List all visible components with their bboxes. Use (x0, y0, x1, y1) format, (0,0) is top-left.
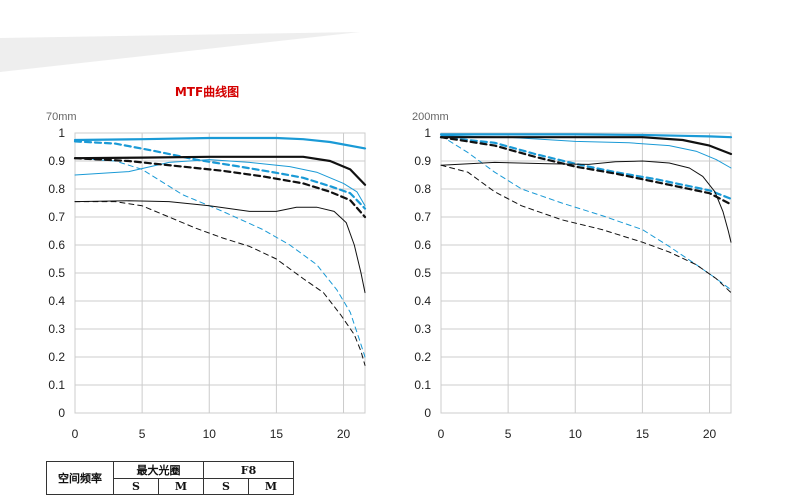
mtf-curve-black-thick-dashed (439, 136, 733, 206)
y-tick-label: 0.2 (48, 350, 65, 364)
y-tick-label: 0.9 (414, 154, 431, 168)
x-tick-label: 10 (569, 427, 583, 441)
mtf-curve-black-thin-solid (440, 160, 732, 243)
y-tick-label: 0.5 (48, 266, 65, 280)
y-tick-label: 0.4 (414, 294, 431, 308)
x-tick-label: 0 (438, 427, 445, 441)
y-tick-label: 1 (424, 126, 431, 140)
mtf-curve-black-thin-dashed (74, 201, 366, 366)
mtf-curve-black-thick-solid (439, 136, 733, 156)
chart-1-focal-label: 70mm (46, 111, 77, 123)
y-tick-label: 0.4 (48, 294, 65, 308)
mtf-curve-blue-thin-dashed (74, 157, 366, 358)
mtf-curve-blue-thick-dashed (439, 136, 733, 200)
mtf-section-title: MTF曲线图 (174, 85, 240, 99)
mtf-curve-black-thin-solid (74, 200, 366, 294)
x-tick-label: 0 (72, 427, 79, 441)
mtf-curve-blue-thick-solid (439, 133, 733, 139)
x-tick-label: 10 (203, 427, 217, 441)
chart-2-focal-label: 200mm (412, 111, 449, 123)
chart-70mm: 00.10.20.30.40.50.60.70.80.910 5 10 15 20 (48, 126, 367, 441)
mtf-curve-black-thick-solid (73, 155, 367, 186)
y-tick-label: 0 (424, 406, 431, 420)
x-tick-label: 5 (139, 427, 146, 441)
spatial-frequency-header: 空间频率 (46, 461, 114, 495)
y-tick-label: 0.9 (48, 154, 65, 168)
spatial-frequency-table: 空间频率 最大光圈 F8 S M S M (46, 461, 294, 495)
y-tick-label: 0.1 (414, 378, 431, 392)
y-tick-label: 0.1 (48, 378, 65, 392)
x-tick-label: 15 (636, 427, 650, 441)
f8-m: M (248, 478, 294, 495)
x-tick-label: 20 (337, 427, 351, 441)
y-tick-label: 0.6 (48, 238, 65, 252)
y-tick-label: 0.3 (414, 322, 431, 336)
y-tick-label: 0.2 (414, 350, 431, 364)
mtf-curve-blue-thick-solid (73, 136, 367, 150)
chart-200mm: 00.10.20.30.40.50.60.70.80.910 5 10 15 20 (414, 126, 733, 441)
f8-s: S (203, 478, 249, 495)
f8-header: F8 (203, 461, 294, 479)
y-tick-label: 1 (58, 126, 65, 140)
y-tick-label: 0.3 (48, 322, 65, 336)
decorative-gray-band (0, 32, 360, 72)
y-tick-label: 0.5 (414, 266, 431, 280)
x-tick-label: 20 (703, 427, 717, 441)
x-tick-label: 5 (505, 427, 512, 441)
y-tick-label: 0.8 (414, 182, 431, 196)
y-tick-label: 0 (58, 406, 65, 420)
mtf-curve-blue-thin-dashed (440, 135, 732, 291)
y-tick-label: 0.8 (48, 182, 65, 196)
mtf-curve-black-thick-dashed (73, 157, 367, 219)
mtf-curve-black-thin-dashed (440, 164, 732, 294)
max-aperture-m: M (158, 478, 204, 495)
mtf-curve-blue-thick-dashed (73, 140, 367, 210)
y-tick-label: 0.7 (414, 210, 431, 224)
y-tick-label: 0.6 (414, 238, 431, 252)
y-tick-label: 0.7 (48, 210, 65, 224)
max-aperture-header: 最大光圈 (113, 461, 204, 479)
mtf-curve-blue-thin-solid (74, 159, 366, 207)
max-aperture-s: S (113, 478, 159, 495)
x-tick-label: 15 (270, 427, 284, 441)
